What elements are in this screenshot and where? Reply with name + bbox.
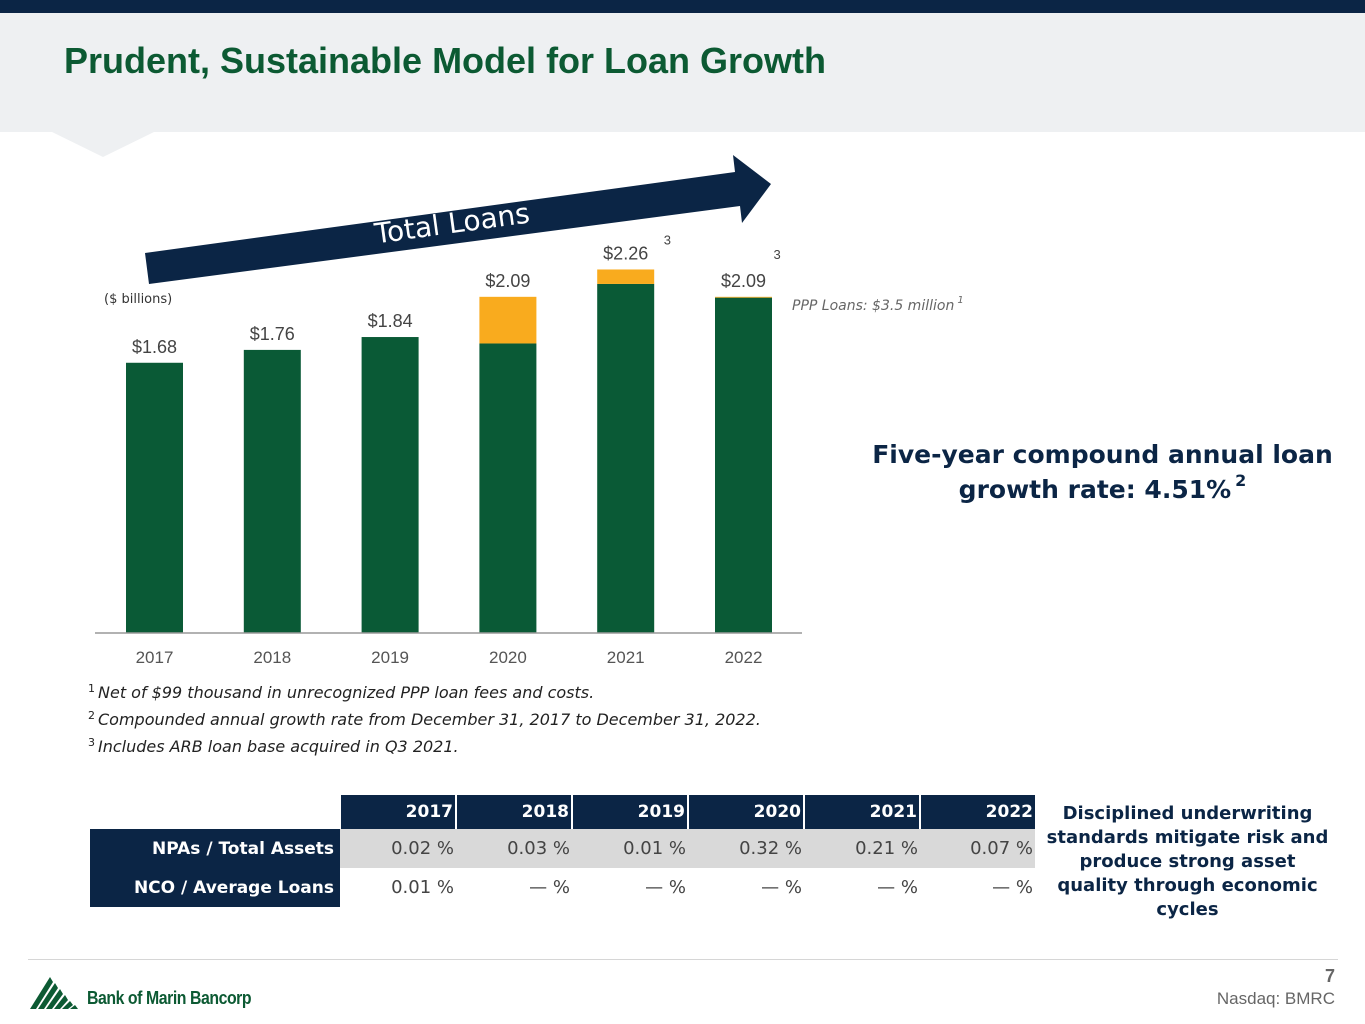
bar-base-loans [126,362,183,633]
ticker-label: Nasdaq: BMRC [1216,989,1335,1008]
page-title: Prudent, Sustainable Model for Loan Grow… [64,40,827,81]
bar-value-label: $1.84 [368,311,413,331]
footnote-1: 1 Net of $99 thousand in unrecognized PPP… [88,680,848,707]
bank-logo-text: Bank of Marin Bancorp [87,988,252,1008]
x-tick-label: 2017 [136,648,174,667]
column-header: 2020 [687,795,804,829]
footnote-text: Includes ARB loan base acquired in Q3 20… [98,737,459,756]
x-tick-label: 2020 [489,648,527,667]
ppp-note-text: PPP Loans: $3.5 million [792,298,955,314]
footnote-number: 1 [88,682,95,695]
unit-label: ($ billions) [104,292,172,307]
bar-label-footnote: 3 [664,232,671,247]
table-cell: — % [645,877,686,898]
column-header: 2021 [803,795,920,829]
top-accent-bar [0,0,1365,13]
bar-value-label: $2.09 [485,271,530,291]
bar-base-loans [479,343,537,633]
table-row: NCO / Average Loans 0.01 % — % — % — % —… [90,868,1035,907]
x-tick-label: 2022 [725,648,763,667]
bar-label-footnote: 3 [774,247,781,262]
footnotes: 1 Net of $99 thousand in unrecognized PPP… [88,680,848,761]
x-tick-label: 2018 [253,648,291,667]
footnote-3: 3 Includes ARB loan base acquired in Q3 2… [88,734,848,761]
cagr-line-2-text: growth rate: 4.51% [958,475,1232,504]
column-header: 2018 [455,795,572,829]
bar-base-loans [361,337,419,633]
table-header-row: 2017 2018 2019 2020 2021 2022 [90,795,1035,829]
bar-base-loans [243,349,301,633]
bar-value-label: $1.68 [132,337,177,357]
table-cell: 0.02 % [340,829,456,868]
bar-ppp-loans [715,296,772,298]
x-tick-label: 2021 [607,648,645,667]
arrow-shape [145,155,771,284]
table-cell: 0.07 % [920,829,1035,868]
total-loans-arrow: Total Loans [145,155,771,284]
row-header: NCO / Average Loans [90,868,340,907]
footnote-text: Compounded annual growth rate from Decem… [98,710,761,729]
cagr-callout: Five-year compound annual loan growth ra… [870,437,1335,510]
column-header: 2022 [919,795,1035,829]
footer-divider [28,959,1338,960]
table-cell: 0.21 % [804,829,920,868]
row-header: NPAs / Total Assets [90,829,340,868]
bar-group [126,269,772,633]
bar-ppp-loans [597,269,655,284]
ppp-note: PPP Loans: $3.5 million 1 [792,295,964,314]
bar-base-loans [715,297,772,633]
table-cell: — % [529,877,570,898]
column-header: 2017 [339,795,456,829]
bar-value-label: $2.26 [603,243,648,263]
ppp-note-footnote: 1 [957,295,964,306]
bank-logo-icon [30,977,78,1009]
table-cell: — % [992,877,1033,898]
bar-value-label: $2.09 [721,271,766,291]
footnote-text: Net of $99 thousand in unrecognized PPP … [98,683,595,702]
cagr-footnote: 2 [1235,471,1247,490]
page-number: 7 [1324,966,1335,986]
table-corner [90,795,340,829]
table-cell: — % [761,877,802,898]
table-cell: — % [877,877,918,898]
asset-quality-table: 2017 2018 2019 2020 2021 2022 NPAs / Tot… [90,795,1035,907]
bar-ppp-loans [479,296,537,344]
table-cell: 0.01 % [572,829,688,868]
footnote-number: 2 [88,709,95,722]
footnote-number: 3 [88,736,95,749]
footnote-2: 2 Compounded annual growth rate from Dece… [88,707,848,734]
table-cell: 0.03 % [456,829,572,868]
bar-value-label: $1.76 [250,324,295,344]
table-cell: 0.32 % [688,829,804,868]
table-cell: 0.01 % [391,877,454,898]
label-group: $1.68 2017 $1.76 2018 $1.84 2019 $2.09 2020 $2.2… [132,232,781,667]
x-tick-label: 2019 [371,648,409,667]
bar-base-loans [597,283,655,633]
asset-quality-note: Disciplined underwriting standards mitig… [1046,803,1329,920]
cagr-line-1: Five-year compound annual loan [872,440,1333,469]
loan-chart: Total Loans ($ billions) $1.68 2017 $1.76 2… [95,155,802,667]
cagr-line-2: growth rate: 4.51% 2 [870,471,1335,510]
table-row: NPAs / Total Assets 0.02 % 0.03 % 0.01 %… [90,829,1035,868]
header-band [0,13,1365,132]
header-notch [50,131,156,157]
column-header: 2019 [571,795,688,829]
